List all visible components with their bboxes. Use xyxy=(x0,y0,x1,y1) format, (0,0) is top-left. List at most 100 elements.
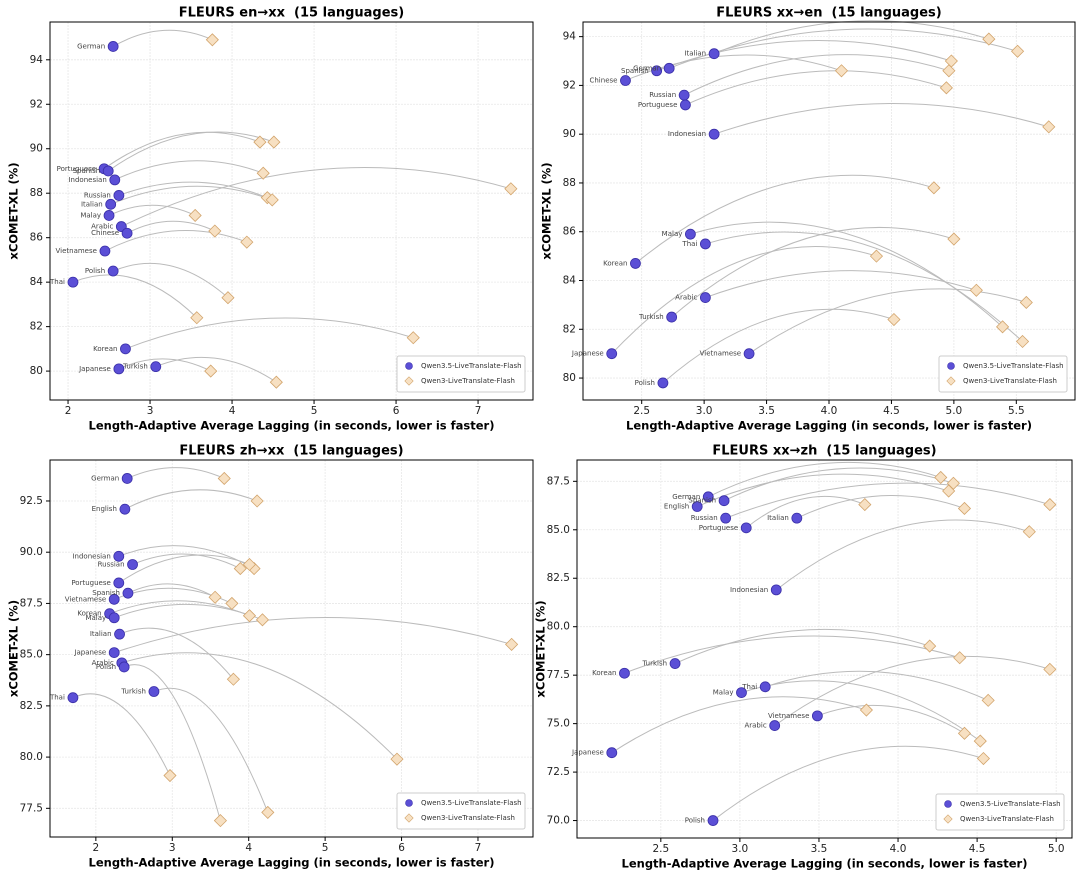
language-label: Turkish xyxy=(641,660,667,668)
language-label: Portuguese xyxy=(71,579,110,587)
language-label: Portuguese xyxy=(57,165,96,173)
point xyxy=(976,751,991,766)
connector xyxy=(118,554,250,584)
language-label: Korean xyxy=(592,669,616,677)
connector xyxy=(119,627,234,680)
point xyxy=(67,276,79,288)
connector xyxy=(121,652,398,760)
connector xyxy=(685,70,947,106)
point xyxy=(834,64,849,78)
y-tick-label: 77.5 xyxy=(20,802,43,814)
legend-marker xyxy=(943,814,953,824)
connector xyxy=(126,220,216,234)
connector xyxy=(690,221,1003,328)
connector xyxy=(124,489,258,510)
point xyxy=(163,768,177,783)
connector xyxy=(748,288,1027,355)
legend-label: Qwen3-LiveTranslate-Flash xyxy=(421,377,515,385)
point xyxy=(620,75,631,86)
point xyxy=(406,331,420,345)
point xyxy=(679,99,691,111)
connector xyxy=(118,358,211,372)
point xyxy=(113,550,125,562)
point xyxy=(108,612,120,624)
language-label: Thai xyxy=(49,694,65,702)
point xyxy=(1015,334,1030,349)
y-tick-label: 77.5 xyxy=(547,669,570,681)
connector xyxy=(103,131,261,170)
connector xyxy=(110,185,273,205)
point xyxy=(1042,120,1056,134)
y-tick-label: 92 xyxy=(563,79,576,91)
language-label: German xyxy=(672,493,700,501)
x-axis-label: Length-Adaptive Average Lagging (in seco… xyxy=(89,419,495,433)
y-tick-label: 85.0 xyxy=(20,649,43,661)
connector xyxy=(817,704,965,734)
language-label: Spanish xyxy=(92,589,120,597)
connector xyxy=(611,696,867,754)
point xyxy=(217,471,231,486)
connector xyxy=(668,28,1018,69)
language-label: Malay xyxy=(662,230,683,238)
point xyxy=(663,62,675,74)
chart-title: FLEURS en→xx (15 languages) xyxy=(179,6,404,21)
point xyxy=(205,33,219,47)
y-tick-label: 75.0 xyxy=(547,718,570,730)
language-label: Chinese xyxy=(589,77,617,85)
point xyxy=(651,65,663,77)
x-tick-label: 5 xyxy=(322,842,329,854)
legend-label: Qwen3-LiveTranslate-Flash xyxy=(963,377,1057,385)
connector xyxy=(611,245,877,355)
y-tick-label: 82 xyxy=(30,321,43,333)
point xyxy=(743,348,755,360)
y-tick-label: 87.5 xyxy=(547,475,570,487)
language-label: Italian xyxy=(90,630,112,638)
language-label: Malay xyxy=(80,211,101,219)
point xyxy=(657,377,669,389)
connector xyxy=(114,616,512,654)
x-tick-label: 3.5 xyxy=(811,843,828,855)
x-tick-label: 3.0 xyxy=(696,405,713,417)
y-axis-label: xCOMET-XL (%) xyxy=(7,600,21,697)
point xyxy=(107,265,119,277)
point xyxy=(122,587,134,599)
connector xyxy=(705,231,1023,342)
point xyxy=(240,235,254,249)
point xyxy=(684,228,696,240)
point xyxy=(267,135,281,149)
point xyxy=(213,814,227,828)
point xyxy=(736,687,747,699)
y-tick-label: 84 xyxy=(563,275,577,287)
point xyxy=(113,363,125,375)
point xyxy=(1019,295,1033,310)
point xyxy=(740,522,752,534)
x-tick-label: 4.0 xyxy=(890,843,907,855)
language-label: Indonesian xyxy=(72,552,110,560)
point xyxy=(811,710,823,722)
connector xyxy=(118,181,268,199)
connector xyxy=(656,40,952,72)
language-label: Japanese xyxy=(571,749,604,757)
point xyxy=(942,64,956,78)
connector xyxy=(671,226,955,318)
point xyxy=(255,613,270,627)
point xyxy=(947,232,961,246)
connector xyxy=(127,583,216,598)
point xyxy=(148,686,160,697)
connector xyxy=(125,317,414,350)
language-label: Vietnamese xyxy=(56,247,97,255)
y-tick-label: 92.5 xyxy=(20,495,43,507)
point xyxy=(103,210,115,221)
language-label: Italian xyxy=(767,514,789,522)
point xyxy=(699,238,711,250)
point xyxy=(221,291,235,305)
connector xyxy=(662,308,895,384)
point xyxy=(242,609,257,623)
point xyxy=(242,557,257,572)
point xyxy=(113,577,125,589)
point xyxy=(250,494,264,508)
language-label: German xyxy=(77,42,105,50)
subplot: FLEURS zh→xx (15 languages) Length-Adapti… xyxy=(7,444,534,870)
x-tick-label: 2.5 xyxy=(633,405,650,417)
